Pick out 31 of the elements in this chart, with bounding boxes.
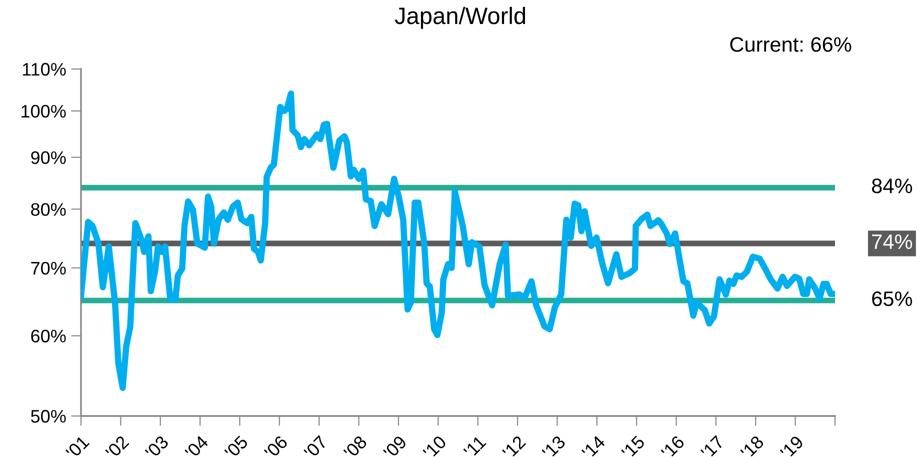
x-tick-label: '13 <box>542 434 566 457</box>
x-tick-label: '02 <box>105 435 130 457</box>
x-tick-label: '17 <box>700 435 725 457</box>
y-tick-label: 50% <box>31 410 66 423</box>
x-tick-label: '08 <box>343 434 368 457</box>
x-tick-label: '14 <box>581 434 606 457</box>
y-tick-label: 70% <box>31 262 66 275</box>
x-tick-label: '12 <box>502 435 526 457</box>
ref-line-label: 65% <box>872 291 912 306</box>
x-tick-label: '09 <box>382 434 408 457</box>
x-tick-label: '07 <box>303 435 328 457</box>
x-tick-label: '15 <box>621 435 646 457</box>
x-tick-label: '11 <box>463 435 486 457</box>
x-tick-label: '18 <box>740 434 764 457</box>
x-tick-label: '19 <box>780 434 804 457</box>
x-tick-label: '06 <box>264 434 288 457</box>
x-tick-label: '05 <box>224 434 249 457</box>
ref-line-label: 74% <box>872 234 912 249</box>
y-tick-label: 110% <box>22 62 66 76</box>
ref-line-label: 84% <box>872 178 912 194</box>
y-tick-label: 100% <box>22 104 66 118</box>
y-tick-label: 80% <box>31 203 66 216</box>
x-tick-label: '01 <box>65 435 90 457</box>
text: Current: 66% <box>730 37 852 52</box>
x-tick-label: '03 <box>144 434 170 457</box>
chart-title: Japan/World <box>394 6 526 29</box>
y-tick-label: 90% <box>31 151 66 164</box>
x-tick-label: '10 <box>422 434 448 457</box>
x-tick-label: '16 <box>660 434 686 457</box>
y-tick-label: 60% <box>31 330 66 342</box>
x-tick-label: '04 <box>184 434 210 457</box>
